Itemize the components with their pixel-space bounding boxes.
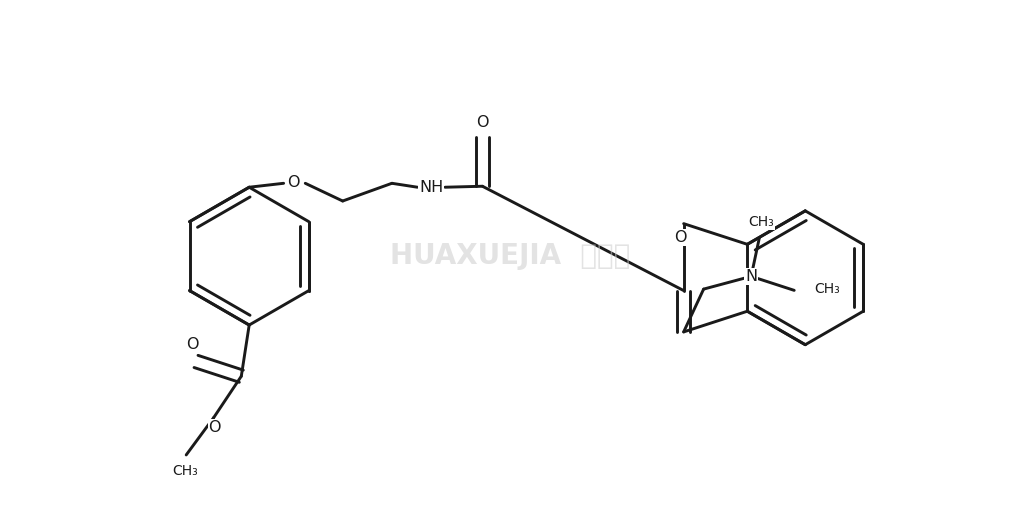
Text: CH₃: CH₃: [748, 215, 773, 229]
Text: CH₃: CH₃: [813, 282, 839, 296]
Text: N: N: [744, 269, 756, 284]
Text: HUAXUEJIA  化学加: HUAXUEJIA 化学加: [389, 242, 630, 270]
Text: O: O: [208, 420, 221, 435]
Text: O: O: [674, 230, 686, 245]
Text: NH: NH: [419, 180, 443, 195]
Text: O: O: [287, 175, 300, 190]
Text: O: O: [185, 337, 198, 352]
Text: O: O: [476, 115, 488, 130]
Text: CH₃: CH₃: [172, 464, 198, 478]
